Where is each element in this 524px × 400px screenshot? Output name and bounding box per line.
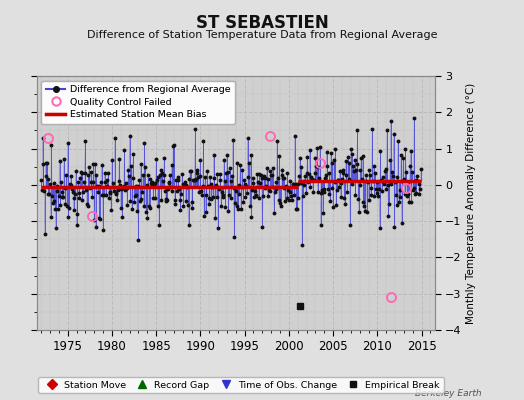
Text: Difference of Station Temperature Data from Regional Average: Difference of Station Temperature Data f… [87, 30, 437, 40]
Legend: Station Move, Record Gap, Time of Obs. Change, Empirical Break: Station Move, Record Gap, Time of Obs. C… [38, 377, 444, 393]
Legend: Difference from Regional Average, Quality Control Failed, Estimated Station Mean: Difference from Regional Average, Qualit… [41, 81, 235, 124]
Y-axis label: Monthly Temperature Anomaly Difference (°C): Monthly Temperature Anomaly Difference (… [466, 82, 476, 324]
Text: Berkeley Earth: Berkeley Earth [416, 389, 482, 398]
Text: ST SEBASTIEN: ST SEBASTIEN [195, 14, 329, 32]
